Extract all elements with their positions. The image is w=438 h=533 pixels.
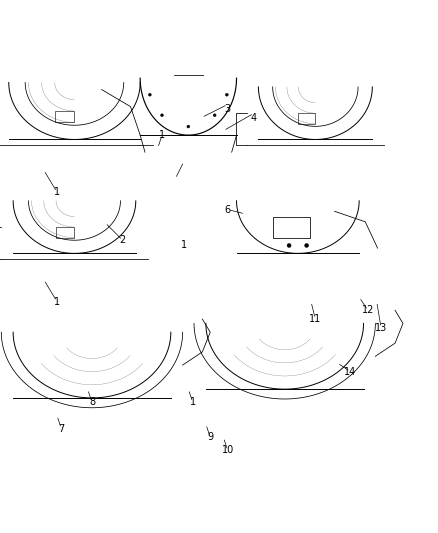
Text: 6: 6 bbox=[225, 205, 231, 215]
Circle shape bbox=[161, 114, 163, 117]
Circle shape bbox=[213, 114, 216, 117]
Text: 13: 13 bbox=[375, 323, 387, 333]
Circle shape bbox=[226, 93, 228, 96]
Bar bbox=[273, 216, 310, 238]
Text: 2: 2 bbox=[120, 235, 126, 245]
Circle shape bbox=[287, 244, 291, 247]
Text: 1: 1 bbox=[54, 296, 60, 306]
Circle shape bbox=[148, 93, 151, 96]
Text: 11: 11 bbox=[309, 314, 321, 324]
Text: 14: 14 bbox=[344, 367, 357, 377]
Circle shape bbox=[305, 244, 308, 247]
Bar bbox=[55, 111, 74, 123]
Text: 1: 1 bbox=[159, 130, 165, 140]
Bar bbox=[56, 227, 74, 238]
Text: 7: 7 bbox=[58, 424, 64, 433]
Text: 9: 9 bbox=[207, 432, 213, 442]
Text: 1: 1 bbox=[190, 397, 196, 407]
Text: 1: 1 bbox=[54, 187, 60, 197]
Text: 10: 10 bbox=[222, 446, 234, 456]
Text: 1: 1 bbox=[181, 240, 187, 249]
Text: 4: 4 bbox=[251, 112, 257, 123]
Text: 12: 12 bbox=[362, 305, 374, 316]
Circle shape bbox=[187, 125, 190, 128]
Bar bbox=[298, 113, 315, 124]
Text: 8: 8 bbox=[89, 397, 95, 407]
Text: 3: 3 bbox=[225, 104, 231, 114]
